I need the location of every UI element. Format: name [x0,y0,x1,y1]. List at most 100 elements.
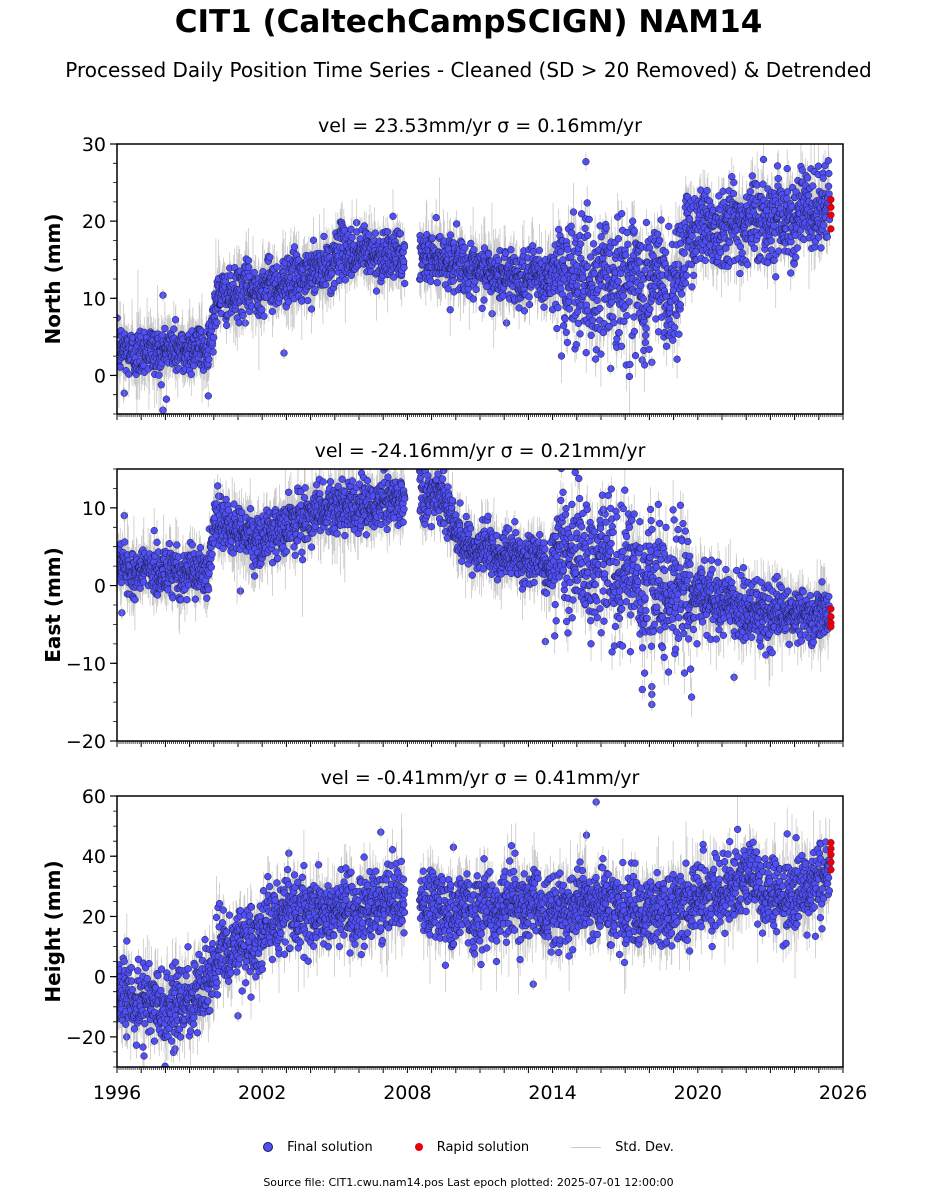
final-point [582,158,590,166]
final-point [535,246,544,255]
final-point [641,338,650,347]
final-point [400,264,408,272]
rapid-point [827,225,835,233]
final-point [610,319,618,327]
final-point [638,685,646,694]
final-point [576,240,585,248]
final-point [583,199,591,207]
final-point [520,307,529,315]
final-point [775,247,783,255]
final-point [670,516,678,524]
final-point [196,543,205,552]
final-point [307,543,316,551]
final-point [540,303,548,311]
final-point [320,232,328,241]
final-point [662,342,671,350]
final-point [618,642,627,650]
final-point [819,174,827,182]
final-point [222,495,230,504]
final-point [748,172,756,180]
final-point [585,215,593,224]
final-point [653,549,661,558]
final-point [653,603,661,611]
final-point [612,558,621,567]
final-point [615,329,623,337]
y-tick-label: 0 [94,365,106,387]
final-point [273,263,281,271]
final-point [622,251,630,259]
final-point [258,306,266,314]
final-point [685,215,694,223]
final-point [260,312,268,320]
final-point [669,615,677,623]
final-point [655,519,664,528]
final-point [371,229,379,237]
final-point [444,285,452,293]
final-point [669,336,677,344]
final-point [250,268,258,277]
final-point [480,296,488,304]
final-point [623,312,631,320]
final-point [614,277,622,285]
final-point [642,324,650,332]
final-point [661,566,669,575]
final-point [208,550,216,558]
final-point [433,279,441,287]
final-point [767,237,775,245]
final-point [579,274,587,282]
final-point [773,162,782,170]
final-point [581,224,589,233]
final-point [245,263,253,271]
final-point [804,191,813,200]
final-point [396,229,405,238]
final-point [630,327,639,336]
final-point [607,539,615,548]
final-point [511,518,519,526]
final-point [274,554,282,562]
final-point [290,243,299,251]
final-point [599,328,608,337]
final-point [161,324,169,333]
final-point [400,505,408,513]
final-point [480,244,489,252]
final-point [587,617,595,625]
final-point [630,227,638,235]
final-point [139,578,148,586]
final-point [204,392,212,400]
final-point [675,330,683,338]
final-point [654,500,662,509]
final-point [589,240,598,248]
final-point [617,342,626,350]
final-point [363,476,372,485]
final-point [701,256,709,265]
final-point [304,296,312,305]
final-point [209,348,217,356]
final-point [150,526,158,535]
final-point [821,162,829,170]
final-point [743,261,752,269]
final-point [507,246,515,254]
final-point [448,496,457,505]
final-point [730,178,738,187]
final-point [213,318,221,327]
final-point [673,355,681,363]
final-point [187,370,195,379]
final-point [341,531,349,540]
final-point [583,505,591,514]
final-point [525,293,533,301]
final-point [567,253,575,261]
final-point [613,513,621,521]
final-point [573,281,581,289]
final-point [427,523,436,531]
final-point [328,270,336,278]
final-point [551,632,559,640]
final-point [383,525,391,534]
final-point [607,485,615,493]
final-point [401,279,409,288]
final-point [619,504,627,513]
y-axis-label: North (mm) [41,213,65,344]
final-point [125,370,133,378]
final-point [772,273,780,281]
